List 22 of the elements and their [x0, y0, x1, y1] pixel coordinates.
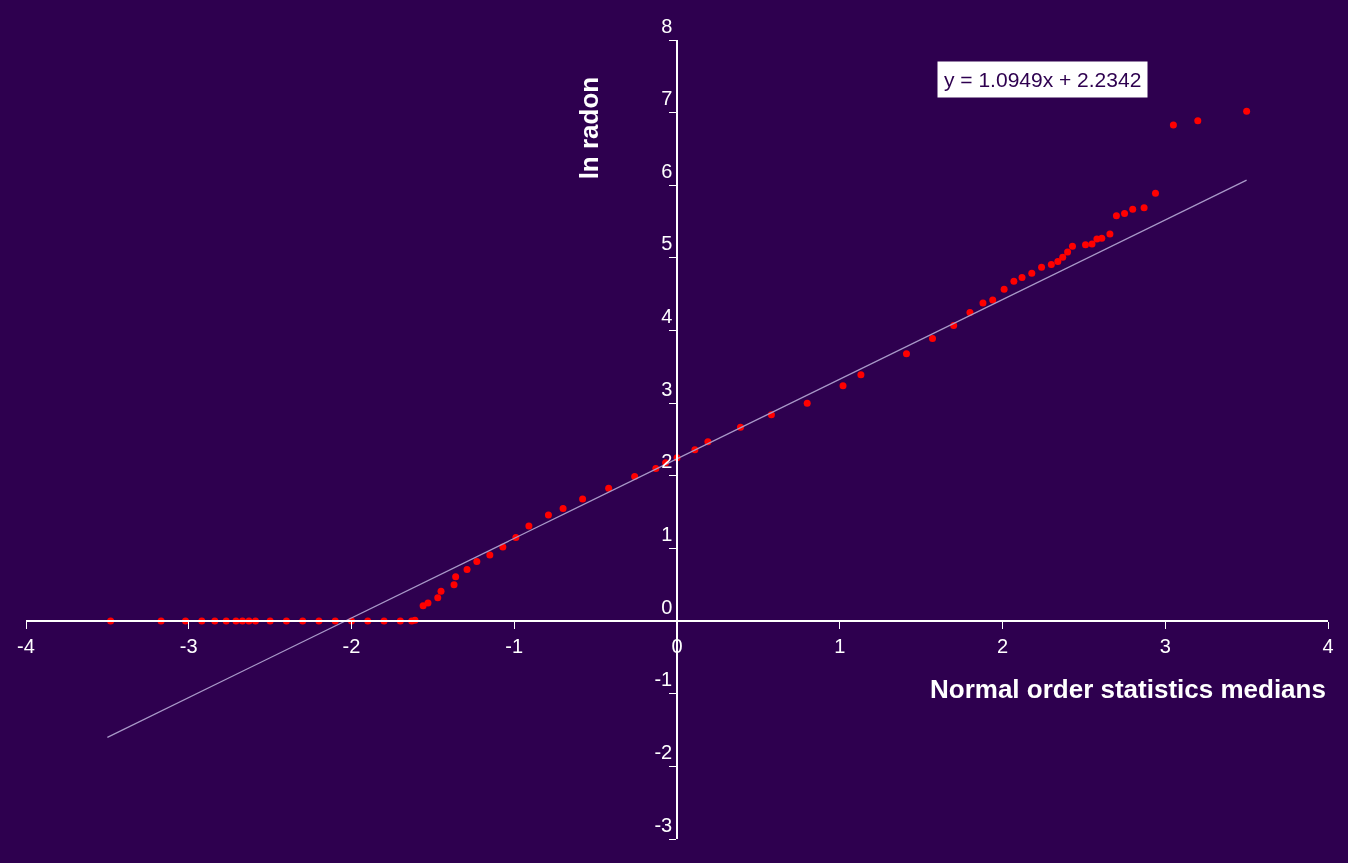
x-tick-label: 2 [996, 634, 1009, 657]
x-tick-label: -3 [179, 634, 198, 657]
x-tick-label: -2 [342, 634, 361, 657]
x-tick-label: 1 [834, 634, 846, 657]
y-tick-label: 1 [661, 522, 673, 545]
y-tick-label: -3 [654, 813, 673, 836]
y-tick-label: 7 [661, 87, 673, 110]
y-tick-label: -1 [654, 668, 673, 691]
y-tick-label: 3 [661, 377, 673, 400]
x-axis-title: Normal order statistics medians [930, 674, 1326, 704]
y-tick-label: 6 [661, 159, 673, 182]
y-axis-title: ln radon [573, 76, 604, 180]
x-tick-label: 3 [1159, 634, 1171, 657]
y-tick-label: 4 [661, 305, 673, 328]
annotation: y = 1.0949x + 2.2342 [944, 68, 1142, 91]
y-tick-label: 8 [661, 14, 673, 37]
x-tick-label: 4 [1322, 634, 1334, 657]
x-tick-label: -1 [505, 634, 524, 657]
y-tick-label: -2 [654, 740, 673, 763]
y-tick-label: 0 [661, 595, 673, 618]
x-tick-label: -4 [17, 634, 35, 657]
y-tick-label: 5 [661, 232, 673, 255]
